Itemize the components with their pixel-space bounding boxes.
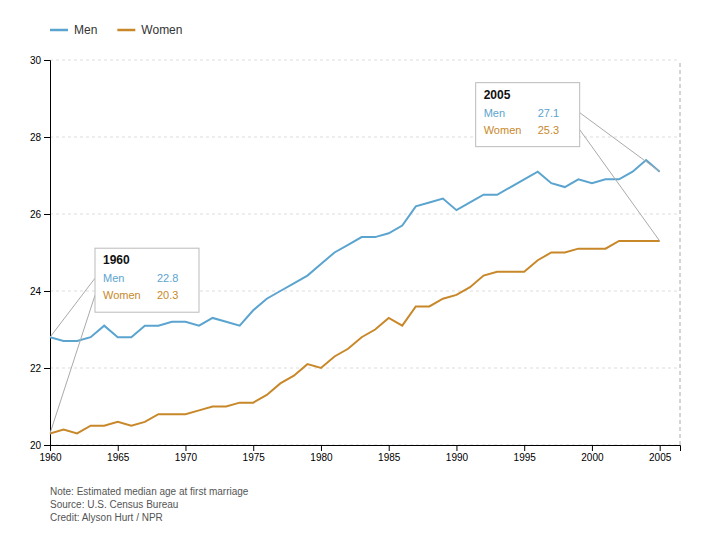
- annotation-series-name: Women: [484, 124, 522, 136]
- x-tick-label: 1985: [378, 452, 401, 463]
- annotation-box: [476, 83, 580, 147]
- note: Note: Estimated median age at first marr…: [50, 486, 249, 497]
- x-axis-line: [51, 446, 681, 452]
- x-tick-mark: [524, 445, 525, 451]
- y-tick: 22: [30, 363, 50, 374]
- legend-swatch: [117, 29, 135, 32]
- annotation-value: 20.3: [157, 289, 178, 301]
- legend-item: Women: [117, 23, 182, 37]
- legend: Men Women: [50, 23, 182, 37]
- x-axis: 1960 1965 1970 1975 1980 1985 1990 1995 2000 2005: [39, 445, 680, 463]
- y-tick: 26: [30, 209, 50, 220]
- y-tick-label: 24: [30, 286, 42, 297]
- y-axis: 20 22 24 26 28 30: [30, 55, 51, 451]
- note: Source: U.S. Census Bureau: [50, 499, 178, 510]
- x-tick-mark: [389, 445, 390, 451]
- notes: Note: Estimated median age at first marr…: [50, 486, 249, 523]
- annotation: 1960 Men 22.8 Women 20.3: [50, 248, 199, 433]
- y-tick: 20: [30, 440, 50, 451]
- y-tick: 28: [30, 132, 50, 143]
- chart: 1960 1965 1970 1975 1980 1985 1990 1995 2000 2005…: [0, 0, 720, 540]
- y-tick-mark: [44, 445, 50, 446]
- grid: [50, 60, 680, 445]
- legend-label: Women: [141, 23, 182, 37]
- annotation-value: 25.3: [538, 124, 559, 136]
- x-tick: 1985: [378, 445, 401, 463]
- x-tick: 1975: [243, 445, 266, 463]
- x-tick-mark: [253, 445, 254, 451]
- annotation-connector: [50, 295, 95, 433]
- legend-item: Men: [50, 23, 97, 37]
- x-tick-mark: [660, 445, 661, 451]
- x-tick-mark: [456, 445, 457, 451]
- x-tick-mark: [321, 445, 322, 451]
- y-axis-line: [44, 61, 51, 446]
- y-tick-mark: [44, 291, 50, 292]
- annotation-value: 22.8: [157, 272, 178, 284]
- y-tick-label: 26: [30, 209, 42, 220]
- y-tick-mark: [44, 137, 50, 138]
- annotation-title: 2005: [484, 88, 511, 102]
- annotation-series-name: Women: [103, 289, 141, 301]
- annotation-series-name: Men: [103, 272, 124, 284]
- plot-frame: [680, 60, 681, 445]
- annotation-connector: [580, 130, 660, 241]
- series-line: [50, 241, 660, 434]
- x-tick-label: 1970: [175, 452, 198, 463]
- x-tick-mark: [118, 445, 119, 451]
- y-tick-label: 22: [30, 363, 42, 374]
- x-tick-mark: [185, 445, 186, 451]
- y-tick: 24: [30, 286, 50, 297]
- x-tick-mark: [592, 445, 593, 451]
- x-tick-label: 1975: [243, 452, 266, 463]
- y-tick-mark: [44, 214, 50, 215]
- x-tick: 1970: [175, 445, 198, 463]
- annotation-value: 27.1: [538, 107, 559, 119]
- x-tick: 1995: [514, 445, 537, 463]
- x-tick-label: 2005: [649, 452, 672, 463]
- x-tick-label: 2000: [581, 452, 604, 463]
- x-tick-label: 1990: [446, 452, 469, 463]
- grid-line: [50, 60, 680, 61]
- annotation: 2005 Men 27.1 Women 25.3: [476, 83, 660, 241]
- plot-area: [50, 160, 660, 433]
- y-tick-mark: [44, 368, 50, 369]
- annotation-connector: [580, 113, 660, 172]
- y-tick: 30: [30, 55, 50, 66]
- y-tick-label: 28: [30, 132, 42, 143]
- x-tick-label: 1960: [39, 452, 62, 463]
- grid-line: [50, 368, 680, 369]
- x-tick: 1980: [310, 445, 333, 463]
- y-tick-label: 20: [30, 440, 42, 451]
- annotation-title: 1960: [103, 253, 130, 267]
- annotation-series-name: Men: [484, 107, 505, 119]
- legend-label: Men: [74, 23, 97, 37]
- x-tick: 1965: [107, 445, 130, 463]
- x-tick-label: 1980: [310, 452, 333, 463]
- x-tick: 1990: [446, 445, 469, 463]
- x-tick: 1960: [39, 445, 62, 463]
- x-tick: 2005: [649, 445, 672, 463]
- y-tick-mark: [44, 60, 50, 61]
- note: Credit: Alyson Hurt / NPR: [50, 512, 163, 523]
- x-tick-label: 1965: [107, 452, 130, 463]
- grid-line: [50, 214, 680, 215]
- x-tick: 2000: [581, 445, 604, 463]
- annotation-connector: [50, 278, 95, 337]
- annotation-box: [95, 248, 199, 312]
- y-tick-label: 30: [30, 55, 42, 66]
- x-tick-label: 1995: [514, 452, 537, 463]
- legend-swatch: [50, 29, 68, 32]
